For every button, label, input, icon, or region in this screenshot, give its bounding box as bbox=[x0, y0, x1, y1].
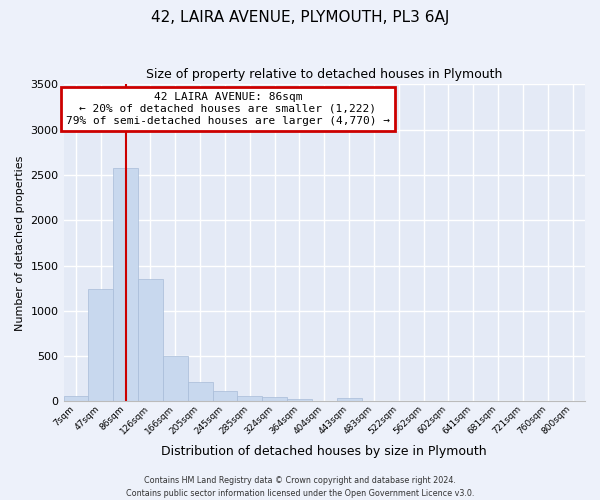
Bar bbox=[163, 356, 188, 402]
Bar bbox=[138, 279, 163, 402]
Text: 42 LAIRA AVENUE: 86sqm
← 20% of detached houses are smaller (1,222)
79% of semi-: 42 LAIRA AVENUE: 86sqm ← 20% of detached… bbox=[66, 92, 390, 126]
Y-axis label: Number of detached properties: Number of detached properties bbox=[15, 155, 25, 330]
Bar bbox=[188, 382, 212, 402]
X-axis label: Distribution of detached houses by size in Plymouth: Distribution of detached houses by size … bbox=[161, 444, 487, 458]
Title: Size of property relative to detached houses in Plymouth: Size of property relative to detached ho… bbox=[146, 68, 502, 80]
Bar bbox=[262, 397, 287, 402]
Bar bbox=[337, 398, 362, 402]
Bar bbox=[88, 289, 113, 402]
Bar bbox=[113, 168, 138, 402]
Text: 42, LAIRA AVENUE, PLYMOUTH, PL3 6AJ: 42, LAIRA AVENUE, PLYMOUTH, PL3 6AJ bbox=[151, 10, 449, 25]
Bar bbox=[64, 396, 88, 402]
Bar bbox=[212, 392, 238, 402]
Bar bbox=[238, 396, 262, 402]
Text: Contains HM Land Registry data © Crown copyright and database right 2024.
Contai: Contains HM Land Registry data © Crown c… bbox=[126, 476, 474, 498]
Bar bbox=[287, 398, 312, 402]
